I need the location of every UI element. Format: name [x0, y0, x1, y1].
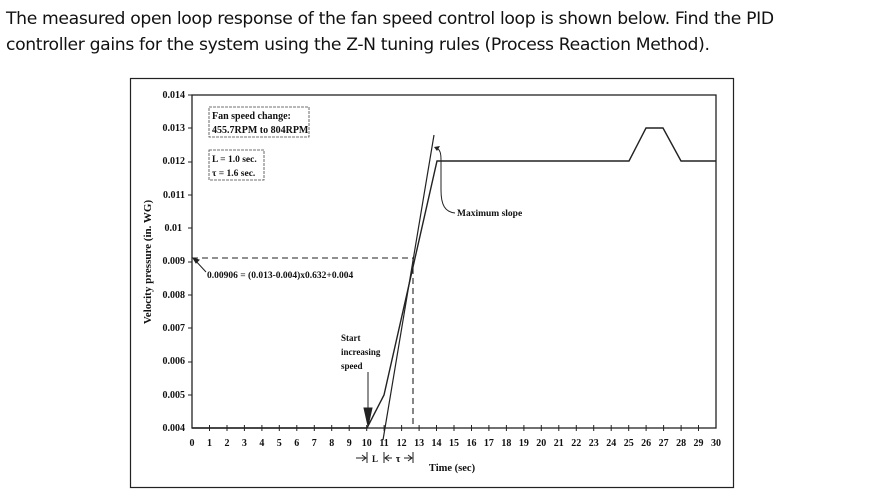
l-value: L = 1.0 sec. [212, 155, 257, 165]
x-tick: 29 [694, 438, 704, 449]
x-tick-marks [209, 425, 699, 431]
l-tau-markers [356, 452, 414, 463]
y-tick: 0.01 [165, 223, 183, 234]
y-axis-ticks: 0.014 0.013 0.012 0.011 0.01 0.009 0.008… [163, 90, 186, 434]
x-tick: 12 [397, 438, 407, 449]
start-arrow [363, 372, 373, 427]
x-tick: 17 [484, 438, 494, 449]
question-line-1: The measured open loop response of the f… [6, 9, 774, 29]
y-axis-label: Velocity pressure (in. WG) [142, 200, 154, 325]
y-tick-marks [188, 94, 192, 396]
l-label: L [372, 454, 378, 464]
x-tick: 2 [225, 438, 230, 449]
x-tick: 26 [641, 438, 651, 449]
x-tick: 14 [432, 438, 442, 449]
x-tick: 4 [259, 438, 264, 449]
fan-speed-box [208, 106, 310, 138]
tau-value: τ = 1.6 sec. [212, 169, 255, 179]
max-slope-pointer [436, 147, 456, 214]
formula-arrow [191, 257, 207, 273]
y-tick: 0.011 [163, 190, 185, 201]
x-tick: 20 [536, 438, 546, 449]
y-tick: 0.006 [163, 356, 186, 367]
formula-annotation: 0.00906 = (0.013-0.004)x0.632+0.004 [207, 270, 353, 281]
x-axis-label: Time (sec) [429, 463, 476, 474]
y-tick: 0.005 [163, 390, 186, 401]
x-tick: 9 [347, 438, 352, 449]
x-tick: 13 [414, 438, 424, 449]
reference-dashed-lines [192, 257, 414, 428]
start-label-1: Start [341, 333, 361, 343]
y-tick: 0.014 [163, 90, 186, 101]
x-tick: 11 [379, 438, 388, 449]
x-tick: 3 [242, 438, 247, 449]
l-tau-box [208, 149, 265, 181]
x-tick: 27 [659, 438, 669, 449]
x-tick: 24 [606, 438, 616, 449]
figure-frame [129, 77, 735, 489]
x-tick: 30 [711, 438, 721, 449]
x-tick: 25 [624, 438, 634, 449]
x-tick: 0 [190, 438, 195, 449]
x-tick: 1 [207, 438, 212, 449]
x-tick: 21 [554, 438, 564, 449]
y-tick: 0.013 [163, 123, 186, 134]
max-slope-arrowhead [434, 146, 440, 151]
x-tick: 22 [571, 438, 581, 449]
x-tick: 16 [467, 438, 477, 449]
x-tick: 15 [449, 438, 459, 449]
start-label-2: increasing [341, 347, 381, 357]
fan-speed-line-1: Fan speed change: [212, 111, 291, 122]
max-slope-label: Maximum slope [457, 209, 522, 219]
x-tick: 8 [329, 438, 334, 449]
y-tick: 0.008 [163, 290, 186, 301]
x-tick: 23 [589, 438, 599, 449]
question-text: The measured open loop response of the f… [6, 6, 882, 58]
y-tick: 0.004 [163, 423, 186, 434]
x-tick: 10 [362, 438, 372, 449]
question-line-2: controller gains for the system using th… [6, 35, 710, 55]
response-curve [192, 127, 716, 429]
x-tick: 18 [501, 438, 511, 449]
x-tick: 19 [519, 438, 529, 449]
tau-label: τ [396, 454, 401, 465]
x-tick: 5 [277, 438, 282, 449]
x-tick: 7 [312, 438, 317, 449]
y-tick: 0.012 [163, 156, 186, 167]
y-tick: 0.007 [163, 323, 186, 334]
x-axis-ticks: 0 1 2 3 4 5 6 7 8 9 10 11 12 13 14 15 16… [190, 438, 722, 449]
max-slope-tangent [382, 134, 435, 441]
x-tick: 6 [294, 438, 299, 449]
y-tick: 0.009 [163, 256, 186, 267]
fan-speed-line-2: 455.7RPM to 804RPM [212, 125, 309, 136]
x-tick: 28 [676, 438, 686, 449]
start-label-3: speed [341, 361, 363, 371]
